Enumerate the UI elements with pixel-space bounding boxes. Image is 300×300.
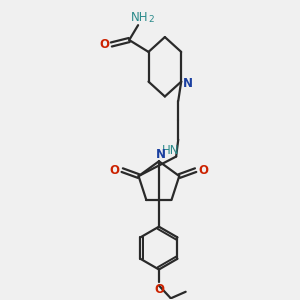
- Text: N: N: [155, 148, 165, 161]
- Text: HN: HN: [162, 143, 180, 157]
- Text: N: N: [183, 76, 193, 90]
- Text: 2: 2: [149, 15, 154, 24]
- Text: O: O: [99, 38, 109, 51]
- Text: O: O: [110, 164, 120, 177]
- Text: O: O: [198, 164, 208, 177]
- Text: NH: NH: [131, 11, 148, 24]
- Text: O: O: [154, 283, 164, 296]
